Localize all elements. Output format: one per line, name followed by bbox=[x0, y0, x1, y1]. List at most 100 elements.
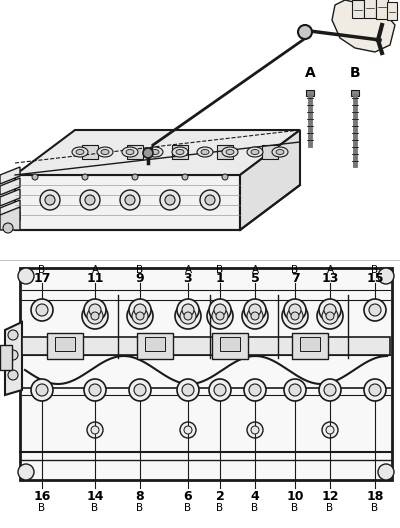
Ellipse shape bbox=[176, 149, 184, 155]
Circle shape bbox=[182, 304, 194, 316]
Circle shape bbox=[322, 308, 338, 324]
Circle shape bbox=[369, 384, 381, 396]
Circle shape bbox=[289, 304, 301, 316]
Text: 15: 15 bbox=[366, 271, 384, 285]
Text: B: B bbox=[136, 265, 144, 275]
Circle shape bbox=[80, 190, 100, 210]
Circle shape bbox=[40, 190, 60, 210]
Circle shape bbox=[298, 25, 312, 39]
Circle shape bbox=[82, 174, 88, 180]
Ellipse shape bbox=[276, 149, 284, 155]
Circle shape bbox=[284, 379, 306, 401]
Circle shape bbox=[177, 299, 199, 321]
Circle shape bbox=[91, 426, 99, 434]
Text: 5: 5 bbox=[251, 271, 259, 285]
Circle shape bbox=[143, 148, 153, 158]
Ellipse shape bbox=[222, 147, 238, 157]
Circle shape bbox=[125, 195, 135, 205]
Circle shape bbox=[214, 304, 226, 316]
Circle shape bbox=[212, 308, 228, 324]
Bar bbox=[300, 337, 320, 351]
Text: B: B bbox=[252, 503, 258, 513]
Circle shape bbox=[289, 384, 301, 396]
Ellipse shape bbox=[126, 149, 134, 155]
Bar bbox=[376, 0, 388, 19]
Circle shape bbox=[18, 464, 34, 480]
Bar bbox=[351, 90, 359, 96]
Circle shape bbox=[175, 303, 201, 329]
Text: A: A bbox=[184, 265, 192, 275]
Circle shape bbox=[184, 312, 192, 320]
Polygon shape bbox=[15, 175, 240, 230]
Text: B: B bbox=[216, 265, 224, 275]
Circle shape bbox=[180, 422, 196, 438]
Bar bbox=[220, 337, 240, 351]
Circle shape bbox=[8, 330, 18, 340]
Text: 1: 1 bbox=[216, 271, 224, 285]
Ellipse shape bbox=[172, 147, 188, 157]
Circle shape bbox=[31, 299, 53, 321]
Text: 18: 18 bbox=[366, 489, 384, 503]
Circle shape bbox=[87, 308, 103, 324]
Ellipse shape bbox=[226, 149, 234, 155]
Bar bbox=[387, 2, 397, 20]
Text: B: B bbox=[216, 503, 224, 513]
Circle shape bbox=[247, 422, 263, 438]
Bar bbox=[212, 333, 248, 359]
Text: B: B bbox=[372, 503, 378, 513]
Text: 4: 4 bbox=[251, 489, 259, 503]
Text: 11: 11 bbox=[86, 271, 104, 285]
Circle shape bbox=[324, 384, 336, 396]
Circle shape bbox=[160, 190, 180, 210]
Polygon shape bbox=[0, 189, 20, 206]
Ellipse shape bbox=[122, 147, 138, 157]
Circle shape bbox=[182, 384, 194, 396]
Circle shape bbox=[251, 312, 259, 320]
Text: B: B bbox=[350, 66, 360, 80]
Ellipse shape bbox=[101, 149, 109, 155]
Circle shape bbox=[84, 379, 106, 401]
Circle shape bbox=[36, 304, 48, 316]
Text: B: B bbox=[92, 503, 98, 513]
Text: B: B bbox=[136, 503, 144, 513]
Circle shape bbox=[214, 384, 226, 396]
Circle shape bbox=[31, 379, 53, 401]
Bar bbox=[47, 333, 83, 359]
Circle shape bbox=[284, 299, 306, 321]
Circle shape bbox=[89, 384, 101, 396]
Circle shape bbox=[291, 312, 299, 320]
Circle shape bbox=[251, 426, 259, 434]
Circle shape bbox=[326, 426, 334, 434]
Circle shape bbox=[322, 422, 338, 438]
Ellipse shape bbox=[147, 147, 163, 157]
Circle shape bbox=[91, 312, 99, 320]
Bar bbox=[292, 333, 328, 359]
Circle shape bbox=[87, 422, 103, 438]
Circle shape bbox=[132, 308, 148, 324]
Ellipse shape bbox=[97, 147, 113, 157]
Circle shape bbox=[364, 379, 386, 401]
Circle shape bbox=[369, 304, 381, 316]
Circle shape bbox=[282, 303, 308, 329]
Circle shape bbox=[132, 174, 138, 180]
Polygon shape bbox=[0, 211, 20, 228]
Text: B: B bbox=[292, 503, 298, 513]
Text: 2: 2 bbox=[216, 489, 224, 503]
Text: B: B bbox=[292, 265, 298, 275]
Text: A: A bbox=[92, 265, 98, 275]
Ellipse shape bbox=[72, 147, 88, 157]
Text: 17: 17 bbox=[33, 271, 51, 285]
Circle shape bbox=[319, 379, 341, 401]
Circle shape bbox=[205, 195, 215, 205]
Text: B: B bbox=[38, 265, 46, 275]
Ellipse shape bbox=[272, 147, 288, 157]
Circle shape bbox=[244, 379, 266, 401]
Ellipse shape bbox=[151, 149, 159, 155]
Circle shape bbox=[82, 303, 108, 329]
Circle shape bbox=[200, 190, 220, 210]
Circle shape bbox=[8, 350, 18, 360]
Circle shape bbox=[209, 299, 231, 321]
Circle shape bbox=[134, 304, 146, 316]
Circle shape bbox=[18, 268, 34, 284]
Circle shape bbox=[249, 304, 261, 316]
